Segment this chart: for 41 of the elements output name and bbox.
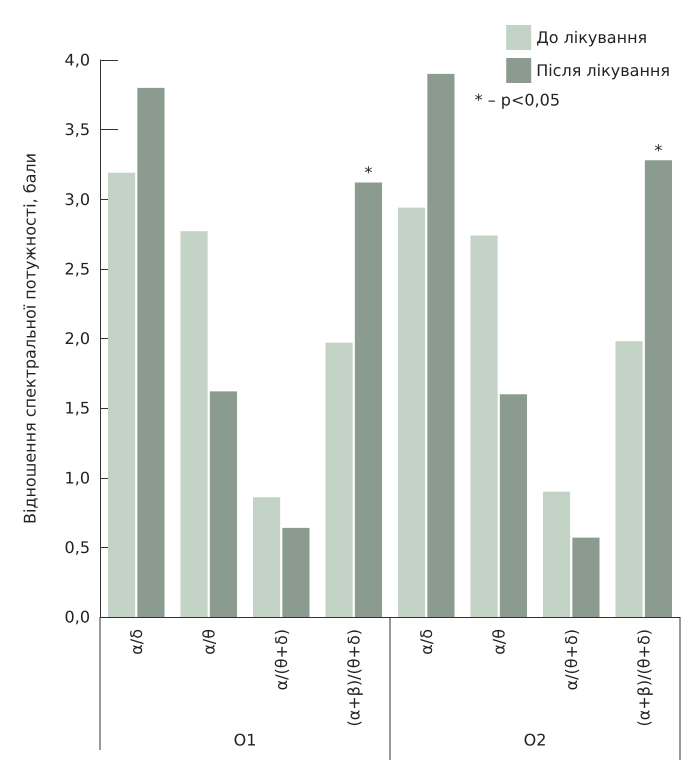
x-tick-label: α/δ (416, 629, 436, 655)
bar (470, 235, 498, 617)
y-tick-label: 1,5 (64, 398, 90, 418)
legend-label: До лікування (536, 28, 648, 47)
x-tick-label: α/θ (199, 629, 218, 655)
bar (572, 538, 600, 617)
bar (542, 492, 570, 617)
annotation: * – p<0,05 (474, 90, 560, 110)
bar (615, 341, 643, 617)
data-label: * (364, 163, 372, 182)
y-tick-label: 4,0 (64, 50, 90, 70)
bar (325, 342, 353, 617)
bar (644, 160, 672, 617)
y-tick-label: 3,0 (64, 190, 90, 209)
y-axis-title: Відношення спектральної потужності, бали (20, 152, 40, 524)
text: O2 (524, 730, 546, 750)
y-tick-label: 0,5 (64, 538, 90, 557)
bar (282, 528, 310, 617)
bar (137, 88, 165, 617)
x-tick-label: (α+β)/(θ+δ) (634, 629, 654, 727)
y-tick-label: 2,5 (64, 259, 90, 278)
data-label: * (654, 140, 662, 160)
y-tick-label: 3,5 (64, 120, 90, 140)
legend-label: Після лікування (536, 61, 670, 80)
bar (427, 74, 455, 617)
y-tick-label: 2,0 (64, 329, 90, 348)
bar (500, 394, 528, 617)
bar (180, 231, 208, 617)
bar (108, 172, 136, 617)
x-tick-label: α/(θ+δ) (272, 629, 291, 690)
x-tick-label: α/δ (126, 629, 146, 655)
bar (354, 182, 382, 617)
x-tick-label: α/(θ+δ) (562, 629, 581, 690)
x-tick-label: (α+β)/(θ+δ) (344, 629, 364, 727)
x-tick-label: α/θ (489, 629, 508, 655)
bar (398, 208, 426, 617)
bar (210, 391, 238, 617)
text: O1 (234, 730, 256, 750)
y-tick-label: 0,0 (64, 608, 90, 626)
bar (252, 497, 280, 617)
y-tick-label: 1,0 (64, 468, 90, 488)
